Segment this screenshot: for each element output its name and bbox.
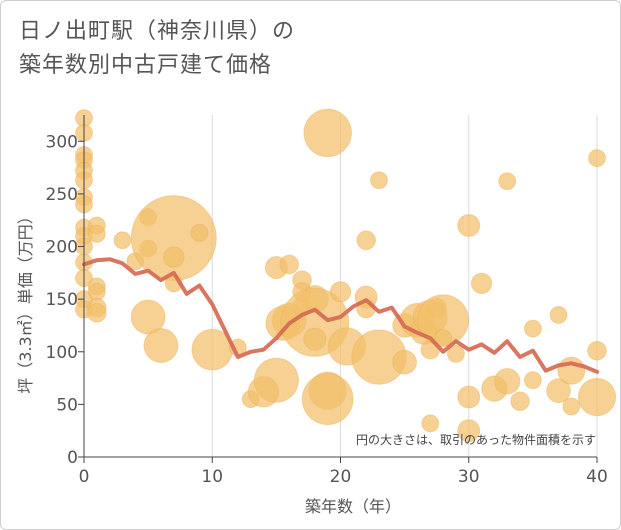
data-bubble	[446, 344, 465, 363]
data-bubble	[143, 327, 179, 363]
data-bubble	[523, 319, 542, 338]
data-bubble	[163, 246, 185, 268]
data-bubble	[329, 281, 352, 303]
data-bubble	[457, 385, 481, 409]
data-bubble	[498, 172, 517, 191]
axes	[78, 115, 598, 463]
data-bubble	[369, 171, 388, 190]
data-bubble	[301, 373, 354, 426]
data-bubble	[434, 329, 453, 348]
y-tick-label: 200	[46, 238, 78, 258]
data-bubble	[523, 371, 542, 390]
x-tick-label: 0	[79, 467, 90, 487]
data-bubble	[113, 231, 132, 250]
data-bubble	[86, 302, 107, 323]
data-bubble	[587, 340, 607, 361]
bubbles	[75, 108, 617, 443]
data-bubble	[356, 230, 376, 251]
data-bubble	[130, 299, 166, 335]
chart-title-line2: 築年数別中古戸建て価格	[19, 53, 273, 78]
data-bubble	[470, 272, 493, 295]
data-bubble	[392, 349, 418, 375]
average-line-layer	[82, 257, 599, 374]
data-bubble	[279, 254, 300, 275]
bubble-size-note: 円の大きさは、取引のあった物件面積を示す	[356, 432, 596, 447]
x-axis-label: 築年数（年）	[305, 497, 401, 516]
y-tick-label: 100	[46, 343, 78, 363]
tick-labels: 0 50 100 150 200 250 300 0 10 20 30 40	[46, 132, 608, 487]
y-tick-label: 250	[46, 185, 78, 205]
chart-title-line1: 日ノ出町駅（神奈川県）の	[19, 19, 296, 44]
data-bubble	[588, 149, 606, 168]
x-tick-label: 30	[458, 467, 480, 487]
data-bubble	[546, 378, 571, 404]
average-price-line	[82, 257, 599, 374]
data-bubble	[253, 357, 299, 403]
x-tick-label: 20	[330, 467, 352, 487]
data-bubble	[457, 419, 481, 443]
data-bubble	[562, 397, 581, 416]
y-axis-label: 坪（3.3㎡）単価（万円）	[16, 208, 35, 393]
y-tick-label: 0	[67, 448, 78, 468]
y-tick-label: 300	[46, 132, 78, 152]
data-bubble	[549, 305, 568, 324]
y-tick-label: 50	[56, 395, 78, 415]
data-bubble	[190, 223, 209, 242]
x-tick-label: 10	[201, 467, 223, 487]
data-bubble	[421, 414, 440, 433]
data-bubble	[303, 108, 352, 158]
y-tick-label: 150	[46, 290, 78, 310]
x-tick-label: 40	[586, 467, 608, 487]
data-bubble	[577, 377, 617, 417]
data-bubble	[493, 367, 521, 395]
data-bubble	[457, 213, 481, 238]
data-bubble	[87, 224, 106, 243]
data-bubble	[557, 356, 586, 385]
data-bubble	[303, 327, 327, 351]
chart-title: 日ノ出町駅（神奈川県）の 築年数別中古戸建て価格	[19, 15, 295, 83]
data-bubble	[510, 391, 530, 412]
